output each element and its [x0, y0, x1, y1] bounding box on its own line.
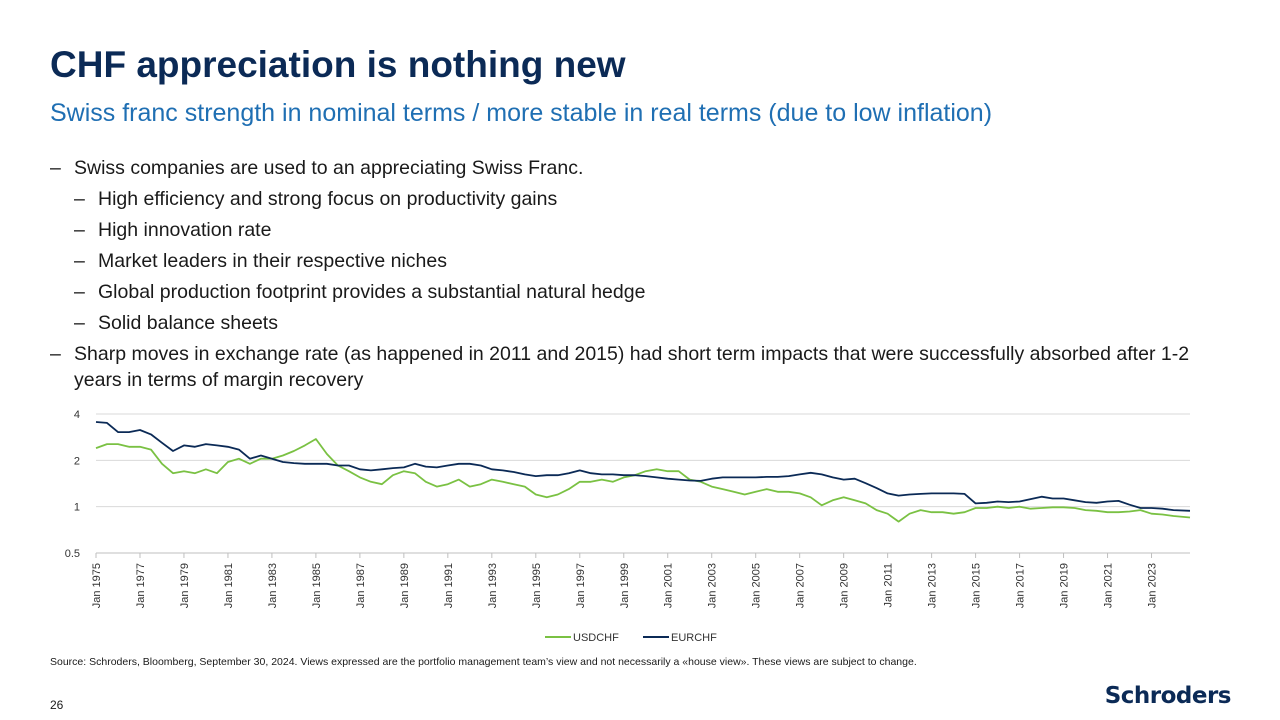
x-tick-label: Jan 2017: [1015, 563, 1027, 608]
bullet-dash: –: [74, 250, 85, 272]
y-tick-label: 1: [74, 502, 80, 514]
x-tick-label: Jan 1991: [443, 563, 455, 608]
bullet-item: – Sharp moves in exchange rate (as happen…: [50, 339, 1210, 393]
page-number: 26: [50, 698, 64, 712]
bullet-text: High innovation rate: [98, 219, 272, 241]
bullet-dash: –: [50, 343, 61, 365]
legend: USDCHF EURCHF: [545, 632, 717, 644]
x-tick-label: Jan 2015: [971, 563, 983, 608]
x-tick-label: Jan 1989: [399, 563, 411, 608]
x-tick-label: Jan 2021: [1103, 563, 1115, 608]
series-lines: [95, 421, 1191, 523]
slide-title: CHF appreciation is nothing new: [50, 44, 626, 85]
schroders-logo: Schroders: [1104, 683, 1232, 709]
bullet-list: – Swiss companies are used to an apprecia…: [50, 153, 1210, 393]
x-tick-label: Jan 1997: [575, 563, 587, 608]
bullet-text: Market leaders in their respective niche…: [98, 250, 447, 272]
bullet-dash: –: [74, 219, 85, 241]
bullet-item: – Swiss companies are used to an apprecia…: [50, 153, 1210, 184]
bullet-dash: –: [74, 312, 85, 334]
x-tick-label: Jan 1977: [135, 563, 147, 608]
x-tick-label: Jan 1987: [355, 563, 367, 608]
x-tick-label: Jan 2007: [795, 563, 807, 608]
source-note: Source: Schroders, Bloomberg, September …: [50, 656, 917, 668]
y-axis-ticks: 0.5 1 2 4: [65, 409, 80, 560]
x-tick-label: Jan 2019: [1059, 563, 1071, 608]
bullet-dash: –: [74, 281, 85, 303]
x-tick-label: Jan 1975: [91, 563, 103, 608]
x-tick-label: Jan 1999: [619, 563, 631, 608]
sub-bullet-item: – High efficiency and strong focus on pro…: [50, 184, 1210, 215]
bullet-text: Sharp moves in exchange rate (as happene…: [74, 343, 1190, 391]
x-tick-label: Jan 1995: [531, 563, 543, 608]
bullet-text: Swiss companies are used to an appreciat…: [74, 157, 584, 179]
series-line-eurchf: [95, 421, 1191, 512]
bullet-dash: –: [50, 157, 61, 179]
y-tick-label: 0.5: [65, 548, 80, 560]
sub-bullet-item: – Market leaders in their respective nich…: [50, 246, 1210, 277]
gridlines: [96, 413, 1190, 554]
bullet-dash: –: [74, 188, 85, 210]
x-tick-label: Jan 2013: [927, 563, 939, 608]
x-tick-label: Jan 2011: [883, 563, 895, 607]
sub-bullet-item: – Global production footprint provides a …: [50, 277, 1210, 308]
slide-subtitle: Swiss franc strength in nominal terms / …: [50, 99, 993, 127]
legend-label-usdchf: USDCHF: [573, 632, 619, 644]
x-tick-label: Jan 2001: [663, 563, 675, 608]
bullet-text: Global production footprint provides a s…: [98, 281, 646, 303]
bullet-text: High efficiency and strong focus on prod…: [98, 188, 558, 210]
sub-bullet-item: – Solid balance sheets: [50, 308, 1210, 339]
x-tick-label: Jan 1983: [267, 563, 279, 608]
x-tick-label: Jan 2023: [1147, 563, 1159, 608]
y-tick-label: 4: [74, 409, 80, 421]
x-tick-label: Jan 1979: [179, 563, 191, 608]
x-tick-label: Jan 1985: [311, 563, 323, 608]
x-tick-label: Jan 2003: [707, 563, 719, 608]
y-tick-label: 2: [74, 455, 80, 467]
legend-label-eurchf: EURCHF: [671, 632, 717, 644]
x-tick-label: Jan 2005: [751, 563, 763, 608]
sub-bullet-item: – High innovation rate: [50, 215, 1210, 246]
series-line-usdchf: [95, 438, 1191, 523]
x-tick-label: Jan 1981: [223, 563, 235, 608]
bullet-text: Solid balance sheets: [98, 312, 278, 334]
x-axis-ticks: Jan 1975 Jan 1977 Jan 1979 Jan 1981 Jan 1983…: [91, 552, 1190, 608]
x-tick-label: Jan 1993: [487, 563, 499, 608]
x-tick-label: Jan 2009: [839, 563, 851, 608]
